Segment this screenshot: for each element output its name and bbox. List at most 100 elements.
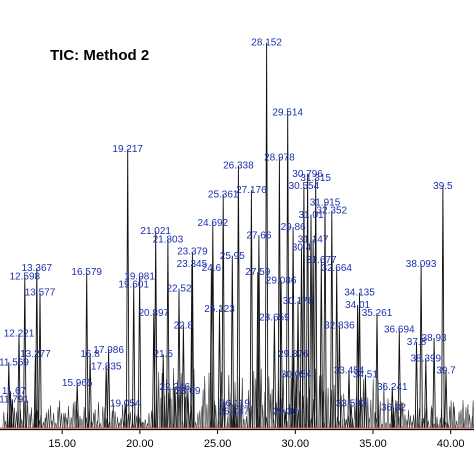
peak-27.59 (256, 272, 260, 429)
peak-39.5 (441, 186, 445, 429)
peak-24.6 (209, 268, 214, 429)
minor-peak (101, 406, 104, 429)
peak-label-21.5: 21.5 (153, 349, 173, 360)
peak-19.217 (125, 149, 130, 429)
peak-label-36.694: 36.694 (384, 325, 415, 336)
peak-label-23.345: 23.345 (177, 259, 208, 270)
minor-peak (15, 411, 18, 429)
minor-peak (386, 398, 390, 429)
minor-peak (54, 422, 57, 429)
peak-label-30.176: 30.176 (283, 296, 314, 307)
peak-19.054 (123, 403, 127, 429)
minor-peak (80, 418, 84, 429)
minor-peak (112, 403, 115, 429)
minor-peak (49, 405, 52, 429)
peak-19.981 (137, 276, 142, 429)
minor-peak (252, 371, 255, 429)
minor-peak (180, 373, 183, 429)
minor-peak (141, 421, 145, 429)
peak-label-11.569: 11.569 (0, 357, 29, 368)
peak-21.5 (161, 354, 165, 429)
peak-label-29.876: 29.876 (278, 349, 309, 360)
peak-label-34.01: 34.01 (345, 300, 370, 311)
peak-35.261 (375, 313, 379, 429)
peak-25.95 (230, 255, 235, 429)
minor-peak (138, 417, 141, 429)
peak-label-16.579: 16.579 (71, 267, 102, 278)
minor-peak (369, 399, 372, 429)
minor-peak (160, 372, 164, 429)
peak-label-31.01: 31.01 (298, 210, 323, 221)
peak-15.965 (75, 382, 79, 429)
peak-22.52 (177, 288, 181, 429)
minor-peak (461, 400, 465, 429)
minor-peak (282, 372, 285, 429)
peak-label-17.986: 17.986 (93, 345, 124, 356)
minor-peak (362, 379, 365, 429)
peak-label-32.664: 32.664 (321, 263, 352, 274)
minor-peak (453, 406, 456, 429)
peak-label-11.791: 11.791 (0, 394, 29, 405)
peak-label-27.59: 27.59 (245, 267, 270, 278)
peak-34.51 (363, 374, 368, 429)
peak-label-34.135: 34.135 (344, 288, 375, 299)
minor-peak (401, 402, 404, 429)
x-axis-ticks: 15.00 20.00 25.00 30.00 35.00 40.00 (48, 429, 464, 450)
minor-peak (407, 409, 410, 429)
peak-38.399 (424, 358, 428, 429)
peak-16.579 (84, 272, 89, 429)
peak-label-21.021: 21.021 (140, 226, 171, 237)
minor-peak (99, 423, 102, 429)
minor-peak (42, 421, 45, 429)
minor-peak (78, 415, 82, 429)
minor-peak (83, 406, 86, 429)
peak-29.514 (285, 112, 290, 429)
peak-label-30.054: 30.054 (281, 370, 312, 381)
peak-17.986 (106, 350, 111, 429)
minor-peak (245, 416, 248, 429)
minor-peak (205, 404, 209, 429)
minor-peak (2, 411, 5, 429)
minor-peak (20, 419, 23, 429)
peak-32.352 (330, 210, 334, 429)
peak-29.086 (279, 280, 283, 429)
minor-peak (270, 388, 274, 429)
peak-label-26.047: 26.047 (219, 407, 250, 418)
peak-label-19.054: 19.054 (110, 398, 141, 409)
peak-label-22.52: 22.52 (166, 284, 191, 295)
minor-peak (207, 372, 211, 429)
peak-label-15.965: 15.965 (62, 378, 93, 389)
peak-29.876 (291, 354, 296, 429)
peak-25.361 (221, 194, 225, 429)
minor-peak (201, 389, 205, 429)
x-tick-label-40.00: 40.00 (437, 438, 465, 450)
minor-peak (45, 412, 48, 429)
peak-label-13.367: 13.367 (22, 263, 53, 274)
peak-label-12.598: 12.598 (10, 271, 41, 282)
peak-30.176 (296, 300, 300, 429)
peak-26.338 (236, 165, 241, 429)
peak-label-11.67: 11.67 (2, 386, 27, 397)
minor-peak (194, 421, 197, 429)
minor-peak (459, 409, 463, 429)
peak-label-24.692: 24.692 (198, 218, 229, 229)
minor-peak (67, 405, 70, 429)
peak-label-36.32: 36.32 (381, 403, 406, 414)
minor-peak (97, 401, 100, 429)
minor-peak (73, 401, 77, 429)
peak-23.09 (186, 391, 190, 429)
minor-peak (203, 376, 206, 429)
peak-39.7 (444, 370, 448, 429)
peak-label-34.51: 34.51 (353, 370, 378, 381)
minor-peak (60, 413, 63, 429)
peak-label-33.454: 33.454 (334, 366, 365, 377)
minor-peak (430, 405, 433, 429)
peak-17.835 (104, 366, 108, 429)
minor-peak (242, 418, 246, 429)
peak-label-19.981: 19.981 (124, 271, 155, 282)
peak-label-31.915: 31.915 (310, 198, 341, 209)
minor-peak (4, 421, 7, 429)
peak-label-29.514: 29.514 (272, 107, 303, 118)
peak-label-39.5: 39.5 (433, 181, 453, 192)
minor-peak (113, 411, 117, 429)
